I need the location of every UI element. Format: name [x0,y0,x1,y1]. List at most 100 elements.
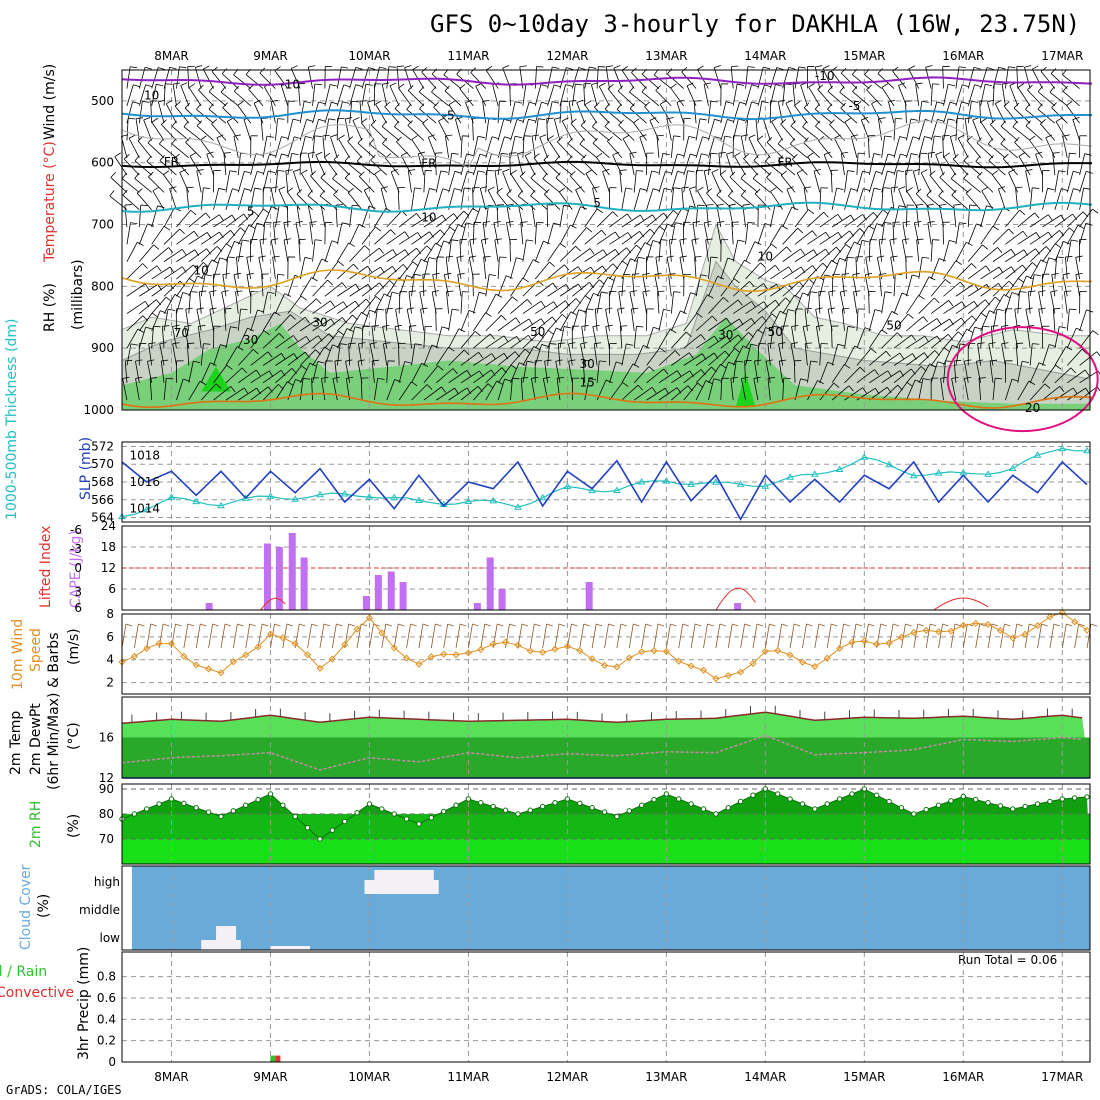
upper-barb-flag [305,336,311,343]
upper-barb [1029,187,1033,210]
upper-barb [293,171,301,193]
upper-barb [472,206,482,228]
thickness-line [121,447,1087,518]
upper-barb-flag [517,151,525,155]
upper-barb [259,72,276,89]
upper-barb-flag [1032,262,1038,268]
upper-barb [533,157,548,176]
upper-barb-flag [364,245,371,251]
upper-barb-flag [892,66,899,72]
upper-barb [980,121,994,141]
upper-barb-flag [267,291,275,294]
upper-barb-flag [862,387,867,394]
upper-barb-flag [920,366,927,372]
upper-barb-flag [778,99,786,103]
upper-barb-flag [552,101,560,104]
upper-barb-flag [1049,86,1055,93]
upper-barb [689,188,697,210]
upper-barb-flag [786,246,792,253]
upper-barb [547,314,563,332]
upper-barb [990,326,994,349]
upper-barb [373,309,378,331]
upper-barb-flag [246,255,254,258]
upper-barb-flag [363,186,371,191]
upper-barb-flag [853,290,861,293]
upper-barb [641,91,660,107]
li-line-2 [933,597,989,611]
upper-barb-flag [850,188,858,191]
upper-barb-flag [660,239,668,241]
upper-barb-flag [123,153,130,160]
upper-barb [534,282,554,297]
wind10-barb [764,623,770,649]
upper-barb [1029,139,1043,159]
upper-barb-flag [599,360,607,362]
upper-barb-flag [504,378,512,382]
upper-barb [411,139,425,159]
upper-barb [309,222,313,245]
upper-barb-flag [591,82,599,85]
upper-barb [287,136,295,158]
upper-barb [1027,89,1043,107]
upper-barb [138,101,143,124]
upper-barb-flag [702,136,710,140]
slp-tick-1014: 1014 [129,502,160,516]
upper-barb-flag [124,204,132,206]
wind10-barb-flag [806,623,813,627]
upper-barb-flag [487,186,495,191]
upper-barb-flag [352,117,360,121]
upper-barb-flag [1066,100,1073,106]
upper-barb [310,175,326,193]
upper-barb [472,170,479,193]
upper-barb [930,279,946,297]
upper-barb [657,291,660,314]
slp-label: SLP (mb) [78,437,94,500]
upper-barb [683,136,690,158]
upper-barb [930,239,933,262]
wind10-point [662,647,670,655]
upper-barb [497,364,512,384]
upper-barb [631,274,635,297]
upper-barb [485,118,490,141]
upper-barb-flag [429,214,435,221]
upper-barb [881,207,892,228]
upper-barb [336,242,350,262]
upper-barb-flag [585,169,593,174]
wind10-point [774,647,782,655]
upper-barb [819,187,822,210]
rh2m-point [589,805,595,811]
upper-barb [671,385,689,401]
upper-barb-flag [998,266,1004,274]
rh2m-point [193,805,199,811]
upper-barb [1001,343,1006,366]
upper-barb-flag [401,151,408,156]
wind10-barb-flag [336,623,343,627]
upper-barb [386,292,393,314]
upper-barb [802,326,808,349]
upper-barb [572,248,591,262]
upper-barb-flag [277,118,285,120]
upper-barb [770,246,787,262]
upper-barb [496,205,499,228]
upper-barb-flag [775,84,783,87]
upper-barb [1001,326,1006,349]
upper-barb-flag [421,362,429,367]
upper-barb-flag [569,170,576,177]
upper-barb [196,309,202,331]
upper-barb-flag [636,170,644,172]
upper-barb-flag [226,364,233,370]
upper-barb [233,74,251,89]
upper-barb-flag [1050,290,1058,293]
upper-barb [629,108,647,124]
upper-barb-flag [584,295,592,301]
upper-barb [285,170,289,193]
upper-barb-flag [1051,102,1057,108]
upper-barb [582,360,586,383]
upper-barb-flag [788,66,796,70]
upper-barb [151,247,169,262]
upper-barb [967,327,976,349]
upper-barb-flag [556,136,563,143]
upper-barb [706,192,722,210]
upper-barb-flag [148,342,156,345]
upper-barb [683,369,702,384]
